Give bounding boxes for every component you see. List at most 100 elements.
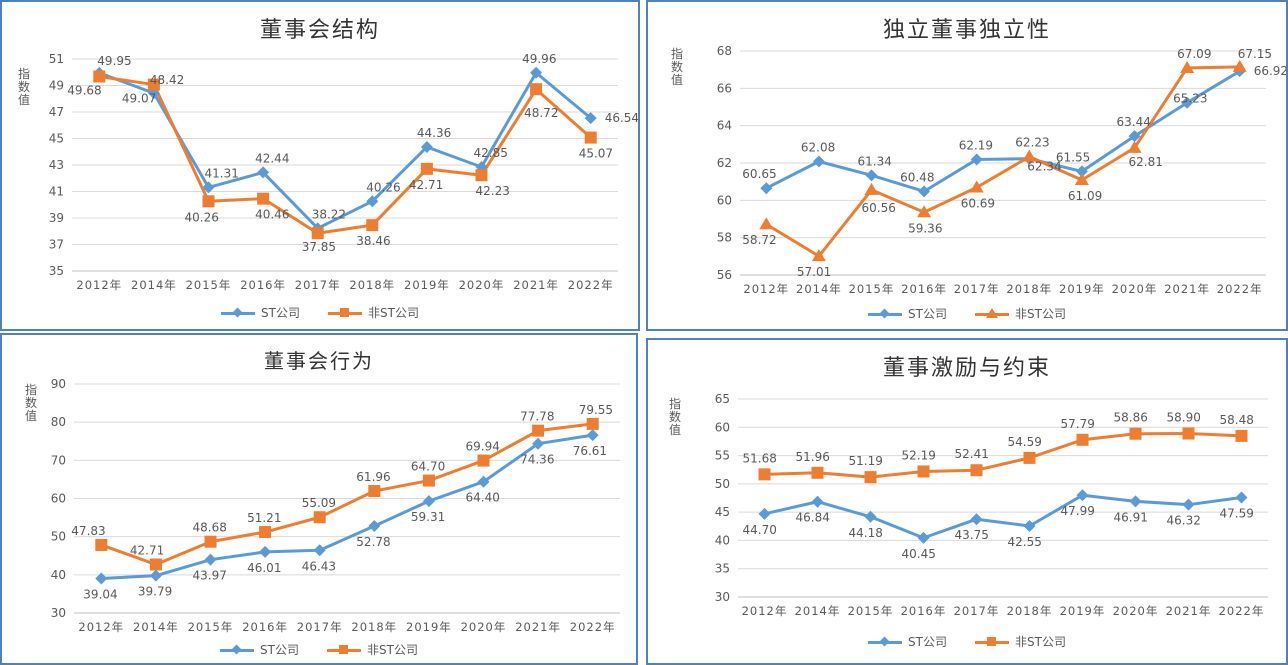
non-st-data-point [259, 526, 272, 539]
st-data-label: 62.19 [959, 138, 993, 152]
st-data-label: 76.61 [573, 444, 607, 458]
x-tick-label: 2015年 [188, 620, 234, 634]
non-st-data-label: 57.01 [797, 265, 831, 279]
non-st-data-label: 51.21 [247, 511, 281, 525]
non-st-data-point [811, 466, 824, 479]
non-st-data-label: 57.79 [1061, 417, 1095, 431]
x-tick-label: 2022年 [568, 278, 614, 292]
chart-legend: ST公司 非ST公司 [648, 305, 1286, 322]
st-data-point [204, 553, 217, 566]
chart-plot: 35 37 39 41 43 45 47 49 51 2012年 2014年 2015年 2016年 20… [49, 52, 638, 292]
y-tick-label: 62 [717, 156, 732, 170]
y-tick-label: 80 [51, 415, 66, 429]
x-tick-label: 2021年 [513, 278, 559, 292]
non-st-data-label: 58.48 [1220, 413, 1254, 427]
legend-label: 非ST公司 [1015, 307, 1066, 321]
y-tick-label: 90 [51, 377, 66, 391]
non-st-series-line [100, 422, 593, 566]
st-data-label: 64.40 [466, 491, 500, 505]
st-data-label: 61.34 [858, 154, 892, 168]
x-tick-label: 2019年 [406, 620, 452, 634]
non-st-data-label: 52.41 [955, 447, 989, 461]
st-data-label: 63.44 [1117, 115, 1151, 129]
legend-label: ST公司 [261, 306, 300, 320]
st-data-point [259, 545, 272, 558]
st-data-label: 44.70 [743, 523, 777, 537]
legend-non-st-swatch [327, 644, 361, 656]
non-st-data-point [1235, 429, 1248, 442]
x-tick-label: 2015年 [848, 604, 894, 618]
st-data-label: 42.55 [1008, 535, 1042, 549]
st-data-label: 61.55 [1056, 150, 1090, 164]
st-data-point [257, 166, 270, 179]
st-data-label: 49.95 [97, 54, 131, 68]
st-data-label: 46.91 [1114, 510, 1148, 524]
x-tick-label: 2022年 [1219, 604, 1265, 618]
chart-legend: ST公司 非ST公司 [2, 304, 638, 321]
st-series-line [764, 493, 1242, 540]
non-st-data-point [758, 468, 771, 481]
st-data-point [1235, 491, 1248, 504]
legend-st-swatch [868, 636, 903, 648]
st-data-label: 40.45 [902, 547, 936, 561]
non-st-data-label: 51.68 [743, 451, 777, 465]
st-data-label: 60.65 [742, 167, 776, 181]
chart-plot: 56 58 60 62 64 66 68 2012年 2014年 2015年 2016年 2017年 2… [717, 44, 1286, 296]
st-data-label: 42.85 [474, 146, 508, 160]
st-data-label: 60.48 [900, 170, 934, 184]
non-st-data-point [864, 471, 877, 484]
non-st-data-point [970, 464, 983, 477]
legend-label: 非ST公司 [368, 306, 419, 320]
y-tick-label: 37 [49, 238, 64, 252]
st-data-label: 47.99 [1061, 504, 1095, 518]
non-st-data-point [1129, 427, 1142, 440]
st-data-label: 44.18 [849, 526, 883, 540]
non-st-data-point [584, 131, 597, 144]
st-data-point [1128, 130, 1141, 143]
non-st-data-label: 61.09 [1068, 189, 1102, 203]
y-tick-label: 68 [717, 44, 732, 58]
st-data-label: 46.43 [302, 559, 336, 573]
y-tick-label: 70 [51, 453, 66, 467]
st-data-label: 46.54 [605, 111, 638, 125]
y-tick-label: 64 [717, 119, 732, 133]
y-tick-label: 43 [49, 158, 64, 172]
non-st-data-point [532, 424, 545, 437]
legend-item-st: ST公司 [221, 304, 300, 321]
st-data-label: 44.36 [417, 126, 451, 140]
non-st-data-point [366, 219, 379, 232]
non-st-data-point [1076, 433, 1089, 446]
non-st-data-label: 55.09 [302, 496, 336, 510]
chart-title: 独立董事独立性 [882, 18, 1051, 43]
x-tick-label: 2022年 [570, 620, 616, 634]
st-data-point [422, 495, 435, 508]
st-data-label: 65.23 [1173, 92, 1207, 106]
chart-legend: ST公司 非ST公司 [648, 633, 1286, 650]
y-tick-label: 41 [49, 185, 64, 199]
y-tick-label: 58 [717, 231, 732, 245]
non-st-data-label: 48.72 [524, 106, 558, 120]
non-st-data-point [475, 169, 488, 182]
non-st-series-line [765, 65, 1240, 258]
st-data-point [812, 155, 825, 168]
non-st-data-point [204, 535, 217, 548]
y-axis-label: 指数值 [24, 383, 37, 423]
y-tick-label: 30 [715, 590, 730, 604]
st-data-point [368, 520, 381, 533]
chart-legend: ST公司 非ST公司 [2, 641, 636, 658]
x-tick-label: 2021年 [515, 620, 561, 634]
non-st-data-point [917, 465, 930, 478]
x-tick-label: 2012年 [78, 620, 124, 634]
x-tick-label: 2012年 [743, 282, 789, 296]
non-st-data-label: 47.83 [71, 524, 105, 538]
legend-item-non-st: 非ST公司 [327, 641, 418, 658]
st-series-line [765, 69, 1241, 193]
y-tick-label: 50 [51, 530, 66, 544]
st-data-point [864, 510, 877, 523]
non-st-data-label: 67.15 [1238, 47, 1272, 61]
x-tick-label: 2020年 [1112, 282, 1158, 296]
non-st-data-point [917, 205, 932, 218]
y-tick-label: 60 [717, 193, 732, 207]
non-st-data-label: 79.55 [579, 403, 613, 417]
st-data-point [530, 66, 543, 79]
